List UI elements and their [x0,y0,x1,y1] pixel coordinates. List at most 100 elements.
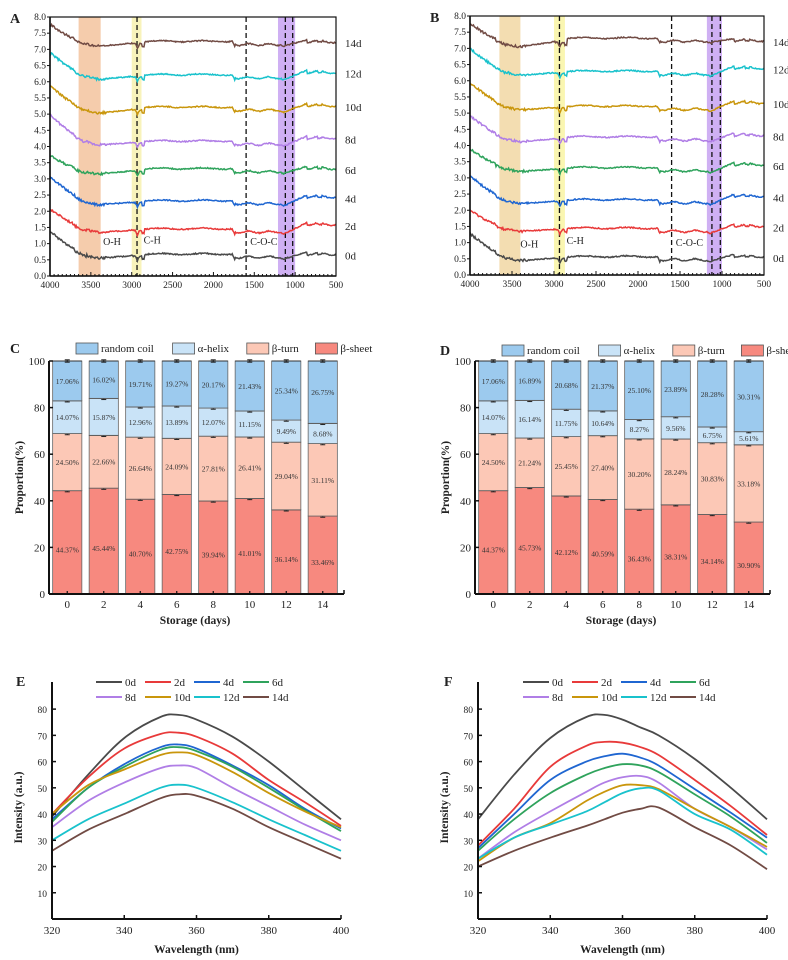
legend-label: β-turn [272,343,299,355]
fluorescence-line-14d [51,793,342,860]
annotation-o-h: O-H [103,237,121,248]
ftir-line-14d [469,23,765,49]
bar-segment-sheet-day-4 [551,495,582,595]
legend-label-6d: 6d [699,677,711,689]
panel-letter: F [444,675,453,690]
legend-swatch-helix [598,344,622,357]
x-tick-label: 1000 [713,280,732,290]
panel-letter: D [440,344,450,359]
y-tick-label: 6.5 [34,62,46,72]
bar-value-label: 30.20% [628,470,651,479]
y-tick-label: 7.0 [454,44,466,54]
bar-segment-helix-day-0 [52,400,83,434]
y-axis-title: Intensity (a.u.) [439,771,451,843]
ftir-line-2d [49,208,337,238]
x-tick-label: 2000 [629,280,648,290]
bar-value-label: 11.75% [555,419,578,428]
bar-value-label: 30.31% [737,392,760,401]
bar-segment-turn-day-14 [307,443,338,517]
y-tick-label: 70 [38,732,48,742]
stacked-bar-chart-d: random coil α-helix β-turn β-sheet 44.37% 24.… [440,344,788,627]
y-tick-label: 7.5 [34,29,46,39]
bar-value-label: 19.27% [165,379,188,388]
y-tick-label: 20 [38,864,48,874]
y-tick-label: 20 [34,542,46,554]
panel-letter: A [10,12,21,27]
shaded-region-c-o-c [706,16,722,275]
fluorescence-line-12d [477,786,768,860]
x-tick-label: 320 [470,925,487,937]
x-tick-label: 3500 [81,281,100,291]
x-tick-label: 6 [600,599,606,611]
legend-swatch-turn [246,342,270,355]
series-label-0d: 0d [345,251,357,263]
bar-value-label: 24.09% [165,462,188,471]
x-tick-label: 4000 [461,280,480,290]
fluorescence-line-2d [51,731,342,827]
y-tick-label: 5.0 [454,109,466,119]
fluorescence-line-10d [477,783,768,863]
bar-segment-sheet-day-10 [234,498,265,595]
y-tick-label: 4.0 [454,142,466,152]
legend-label-8d: 8d [552,692,564,704]
bar-segment-randomcoil-day-12 [697,360,728,428]
x-tick-label: 2500 [587,280,606,290]
y-tick-label: 60 [34,449,46,461]
bar-value-label: 5.61% [739,434,758,443]
legend-label-8d: 8d [125,692,137,704]
y-tick-label: 30 [38,837,48,847]
bar-value-label: 23.89% [664,385,687,394]
x-tick-label: 380 [687,925,704,937]
bar-value-label: 13.89% [165,418,188,427]
annotation-c-h: C-H [144,236,161,247]
bar-value-label: 12.96% [129,418,152,427]
bar-value-label: 14.07% [56,413,79,422]
bar-segment-randomcoil-day-10 [660,360,691,418]
bar-segment-sheet-day-14 [307,515,338,595]
series-label-14d: 14d [345,38,362,50]
bar-segment-sheet-day-0 [52,490,83,595]
x-tick-label: 500 [757,280,772,290]
y-tick-label: 0.5 [454,255,466,265]
legend-label-12d: 12d [223,692,240,704]
bar-segment-sheet-day-8 [624,508,655,595]
bar-value-label: 17.06% [56,377,79,386]
legend-swatch-randomcoil [75,342,99,355]
y-tick-label: 60 [460,449,472,461]
ftir-line-8d [469,114,765,145]
bar-value-label: 25.34% [275,387,298,396]
bar-value-label: 44.37% [482,545,505,554]
bar-value-label: 16.14% [518,415,541,424]
bar-value-label: 20.17% [202,381,225,390]
legend-swatch-helix [172,342,196,355]
bar-segment-sheet-day-0 [478,490,509,595]
legend-swatch-randomcoil [501,344,525,357]
ftir-line-12d [49,51,337,84]
bar-segment-randomcoil-day-4 [551,360,582,410]
legend-label-10d: 10d [174,692,191,704]
series-label-6d: 6d [345,165,357,177]
bar-segment-sheet-day-6 [161,493,192,595]
y-tick-label: 3.5 [34,159,46,169]
bar-value-label: 17.06% [482,377,505,386]
series-label-6d: 6d [773,161,785,173]
legend-label-2d: 2d [601,677,613,689]
x-tick-label: 1500 [671,280,690,290]
bar-value-label: 45.73% [518,544,541,553]
fluorescence-line-8d [477,774,768,860]
y-tick-label: 40 [460,496,472,508]
fluorescence-line-10d [51,751,342,829]
bar-value-label: 21.24% [518,459,541,468]
bar-segment-randomcoil-day-2 [514,360,545,401]
bar-value-label: 30.83% [701,475,724,484]
x-tick-label: 400 [759,925,776,937]
bar-value-label: 11.15% [238,420,261,429]
x-tick-label: 340 [542,925,559,937]
ftir-line-14d [49,22,337,50]
bar-value-label: 20.68% [555,381,578,390]
annotation-c-o-c: C-O-C [250,237,278,248]
bar-segment-randomcoil-day-8 [624,360,655,420]
bar-value-label: 26.64% [129,464,152,473]
stacked-bar-chart-c: random coil α-helix β-turn β-sheet 44.37% 24.… [10,342,372,627]
bar-segment-turn-day-0 [52,433,83,492]
